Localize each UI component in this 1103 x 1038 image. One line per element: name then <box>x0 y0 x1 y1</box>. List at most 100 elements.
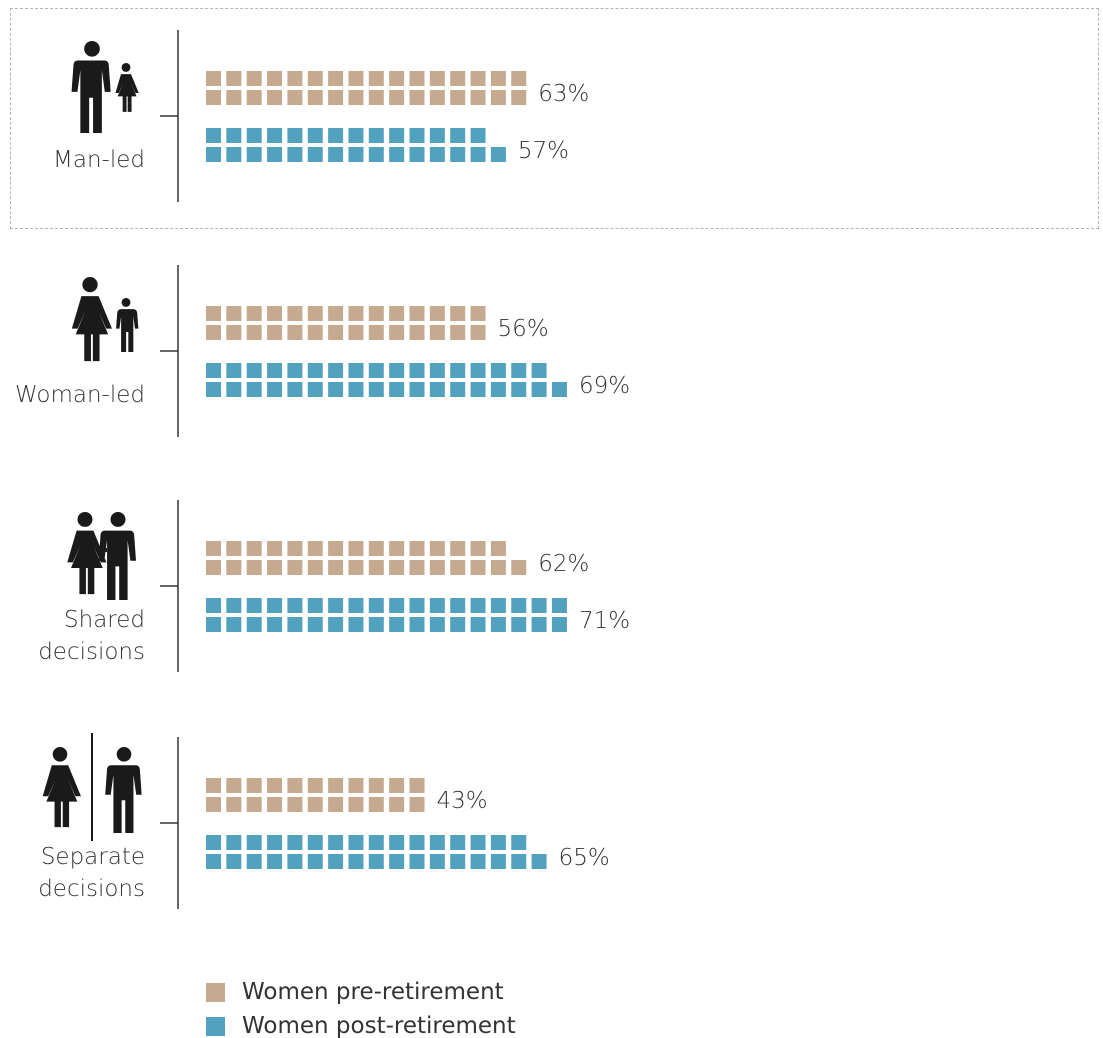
pictogram-square <box>328 382 344 397</box>
pictogram-square <box>287 854 303 869</box>
pictogram-square <box>307 128 323 143</box>
pictogram-square <box>490 560 506 575</box>
pictogram-square <box>511 363 527 378</box>
pictogram-square <box>267 617 283 632</box>
pictogram-square <box>368 147 384 162</box>
pictogram-square <box>226 560 242 575</box>
pictogram-square <box>307 382 323 397</box>
pictogram-square <box>470 71 486 86</box>
pictogram-square <box>409 797 425 812</box>
pictogram-square <box>307 325 323 340</box>
pictogram-square <box>409 598 425 613</box>
pictogram-square <box>470 854 486 869</box>
pictogram-square <box>409 325 425 340</box>
pictogram-square <box>429 560 445 575</box>
pictogram-square <box>429 147 445 162</box>
pictogram-square <box>511 560 527 575</box>
pictogram-square <box>389 854 405 869</box>
pictogram-square <box>328 541 344 556</box>
pictogram-square <box>348 778 364 793</box>
pictogram-square <box>470 382 486 397</box>
pictogram-square <box>409 363 425 378</box>
pictogram-square <box>389 71 405 86</box>
pictogram-square <box>409 306 425 321</box>
pictogram-square <box>389 306 405 321</box>
pictogram-square <box>470 835 486 850</box>
pictogram-square <box>348 363 364 378</box>
pictogram-square <box>328 598 344 613</box>
pictogram-square <box>206 147 221 162</box>
pictogram-square <box>389 363 405 378</box>
pictogram-square <box>531 617 547 632</box>
pictogram-square <box>246 854 262 869</box>
pictogram-square <box>246 598 262 613</box>
pictogram-square <box>490 598 506 613</box>
bar-pre-retirement <box>206 71 527 105</box>
pictogram-square <box>348 128 364 143</box>
pictogram-square <box>226 325 242 340</box>
pictogram-square <box>287 147 303 162</box>
pictogram-square <box>246 128 262 143</box>
bar-post-retirement <box>206 598 567 632</box>
pictogram-square <box>368 560 384 575</box>
pictogram-square <box>409 854 425 869</box>
pictogram-square <box>511 90 527 105</box>
pictogram-square <box>267 325 283 340</box>
data-label: 43% <box>437 788 488 814</box>
pictogram-square <box>226 835 242 850</box>
pictogram-square <box>226 541 242 556</box>
pictogram-square <box>287 128 303 143</box>
data-label: 69% <box>579 373 630 399</box>
pictogram-square <box>287 541 303 556</box>
pictogram-square <box>389 90 405 105</box>
pictogram-square <box>348 147 364 162</box>
data-label: 65% <box>559 845 610 871</box>
pictogram-square <box>450 835 466 850</box>
pictogram-square <box>368 541 384 556</box>
pictogram-square <box>348 835 364 850</box>
woman-and-child-icon <box>71 277 139 362</box>
pictogram-square <box>409 560 425 575</box>
pictogram-square <box>267 541 283 556</box>
pictogram-square <box>429 617 445 632</box>
pictogram-square <box>389 541 405 556</box>
pictogram-square <box>348 560 364 575</box>
pictogram-square <box>246 560 262 575</box>
pictogram-square <box>470 306 486 321</box>
pictogram-square <box>307 90 323 105</box>
pictogram-square <box>226 797 242 812</box>
pictogram-square <box>246 778 262 793</box>
pictogram-square <box>206 325 221 340</box>
pictogram-square <box>368 778 384 793</box>
pictogram-square <box>307 306 323 321</box>
group-label-line: decisions <box>38 876 145 902</box>
pictogram-square <box>246 382 262 397</box>
pictogram-square <box>328 617 344 632</box>
pictogram-square <box>409 617 425 632</box>
pictogram-square <box>389 560 405 575</box>
pictogram-square <box>328 363 344 378</box>
pictogram-square <box>450 147 466 162</box>
pictogram-square <box>328 560 344 575</box>
pictogram-square <box>470 560 486 575</box>
pictogram-square <box>267 835 283 850</box>
pictogram-square <box>246 835 262 850</box>
pictogram-square <box>450 363 466 378</box>
data-label: 56% <box>498 316 549 342</box>
pictogram-square <box>470 90 486 105</box>
pictogram-square <box>267 598 283 613</box>
pictogram-square <box>307 835 323 850</box>
pictogram-square <box>267 147 283 162</box>
pictogram-bar-chart: 63% 57% 56% 69% 62% 71% 43% 65% <box>42 30 630 909</box>
bar-pre-retirement <box>206 306 486 340</box>
pictogram-square <box>246 541 262 556</box>
data-label: 62% <box>538 551 589 577</box>
pictogram-square <box>368 306 384 321</box>
pictogram-square <box>511 382 527 397</box>
pictogram-square <box>226 128 242 143</box>
couple-holding-hands-icon <box>67 512 136 601</box>
pictogram-square <box>246 325 262 340</box>
group-label: Shared decisions <box>0 604 145 668</box>
bar-post-retirement <box>206 128 506 162</box>
pictogram-square <box>206 778 221 793</box>
